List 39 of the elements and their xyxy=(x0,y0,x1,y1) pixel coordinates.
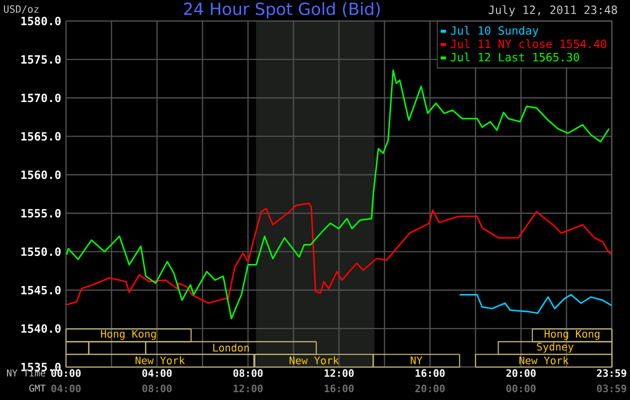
annotation: London xyxy=(213,344,249,352)
x2-tick-label: 16:00 xyxy=(324,384,354,392)
x-tick-label: 20:00 xyxy=(506,369,536,377)
annotation: Sydney xyxy=(537,342,574,353)
x2-axis-title: GMT xyxy=(29,384,46,392)
x2-tick-label: 12:00 xyxy=(234,384,263,392)
y-axis-title: USD/oz xyxy=(4,5,38,14)
x-tick-label: 08:00 xyxy=(233,369,263,377)
legend-label: Jul 12 Last 1565.30 xyxy=(450,52,580,62)
x2-tick-label: 03:59 xyxy=(596,384,626,392)
annotation: NY xyxy=(410,356,422,364)
y-tick-label: 1560.0 xyxy=(21,170,61,180)
x-tick-label: 16:00 xyxy=(416,369,445,377)
x2-tick-label: 20:00 xyxy=(415,384,445,392)
x-tick-label: 04:00 xyxy=(142,369,172,377)
x2-tick-label: 00:00 xyxy=(506,384,536,392)
y-tick-label: 1545.0 xyxy=(21,286,61,294)
x2-tick-label: 04:00 xyxy=(51,384,81,392)
x-tick-label: 12:00 xyxy=(324,369,354,377)
y-tick-label: 1550.0 xyxy=(21,247,61,256)
legend-label: Jul 11 NY close 1554.40 xyxy=(450,39,606,48)
y-tick-label: 1570.0 xyxy=(21,94,61,102)
y-tick-label: 1575.0 xyxy=(21,55,61,64)
y-tick-label: 1565.0 xyxy=(21,132,61,141)
annotation: New York xyxy=(136,356,185,364)
annotation: Hong Kong xyxy=(544,330,600,340)
annotation: Hong Kong xyxy=(101,330,156,340)
x-tick-label: 23:59 xyxy=(596,369,626,377)
y-tick-label: 1580.0 xyxy=(21,16,61,26)
y-tick-label: 1540.0 xyxy=(21,324,61,333)
annotation: New York xyxy=(290,356,339,364)
legend-label: Jul 10 Sunday xyxy=(450,26,538,37)
chart-title: 24 Hour Spot Gold (Bid) xyxy=(184,2,380,18)
x2-tick-label: 08:00 xyxy=(142,384,172,392)
chart-subtitle: July 12, 2011 23:48 xyxy=(488,5,618,16)
y-tick-label: 1555.0 xyxy=(21,208,61,218)
annotation: New York xyxy=(519,356,569,364)
y-tick-label: 1535.0 xyxy=(21,362,61,372)
x-tick-label: 00:00 xyxy=(51,369,81,377)
